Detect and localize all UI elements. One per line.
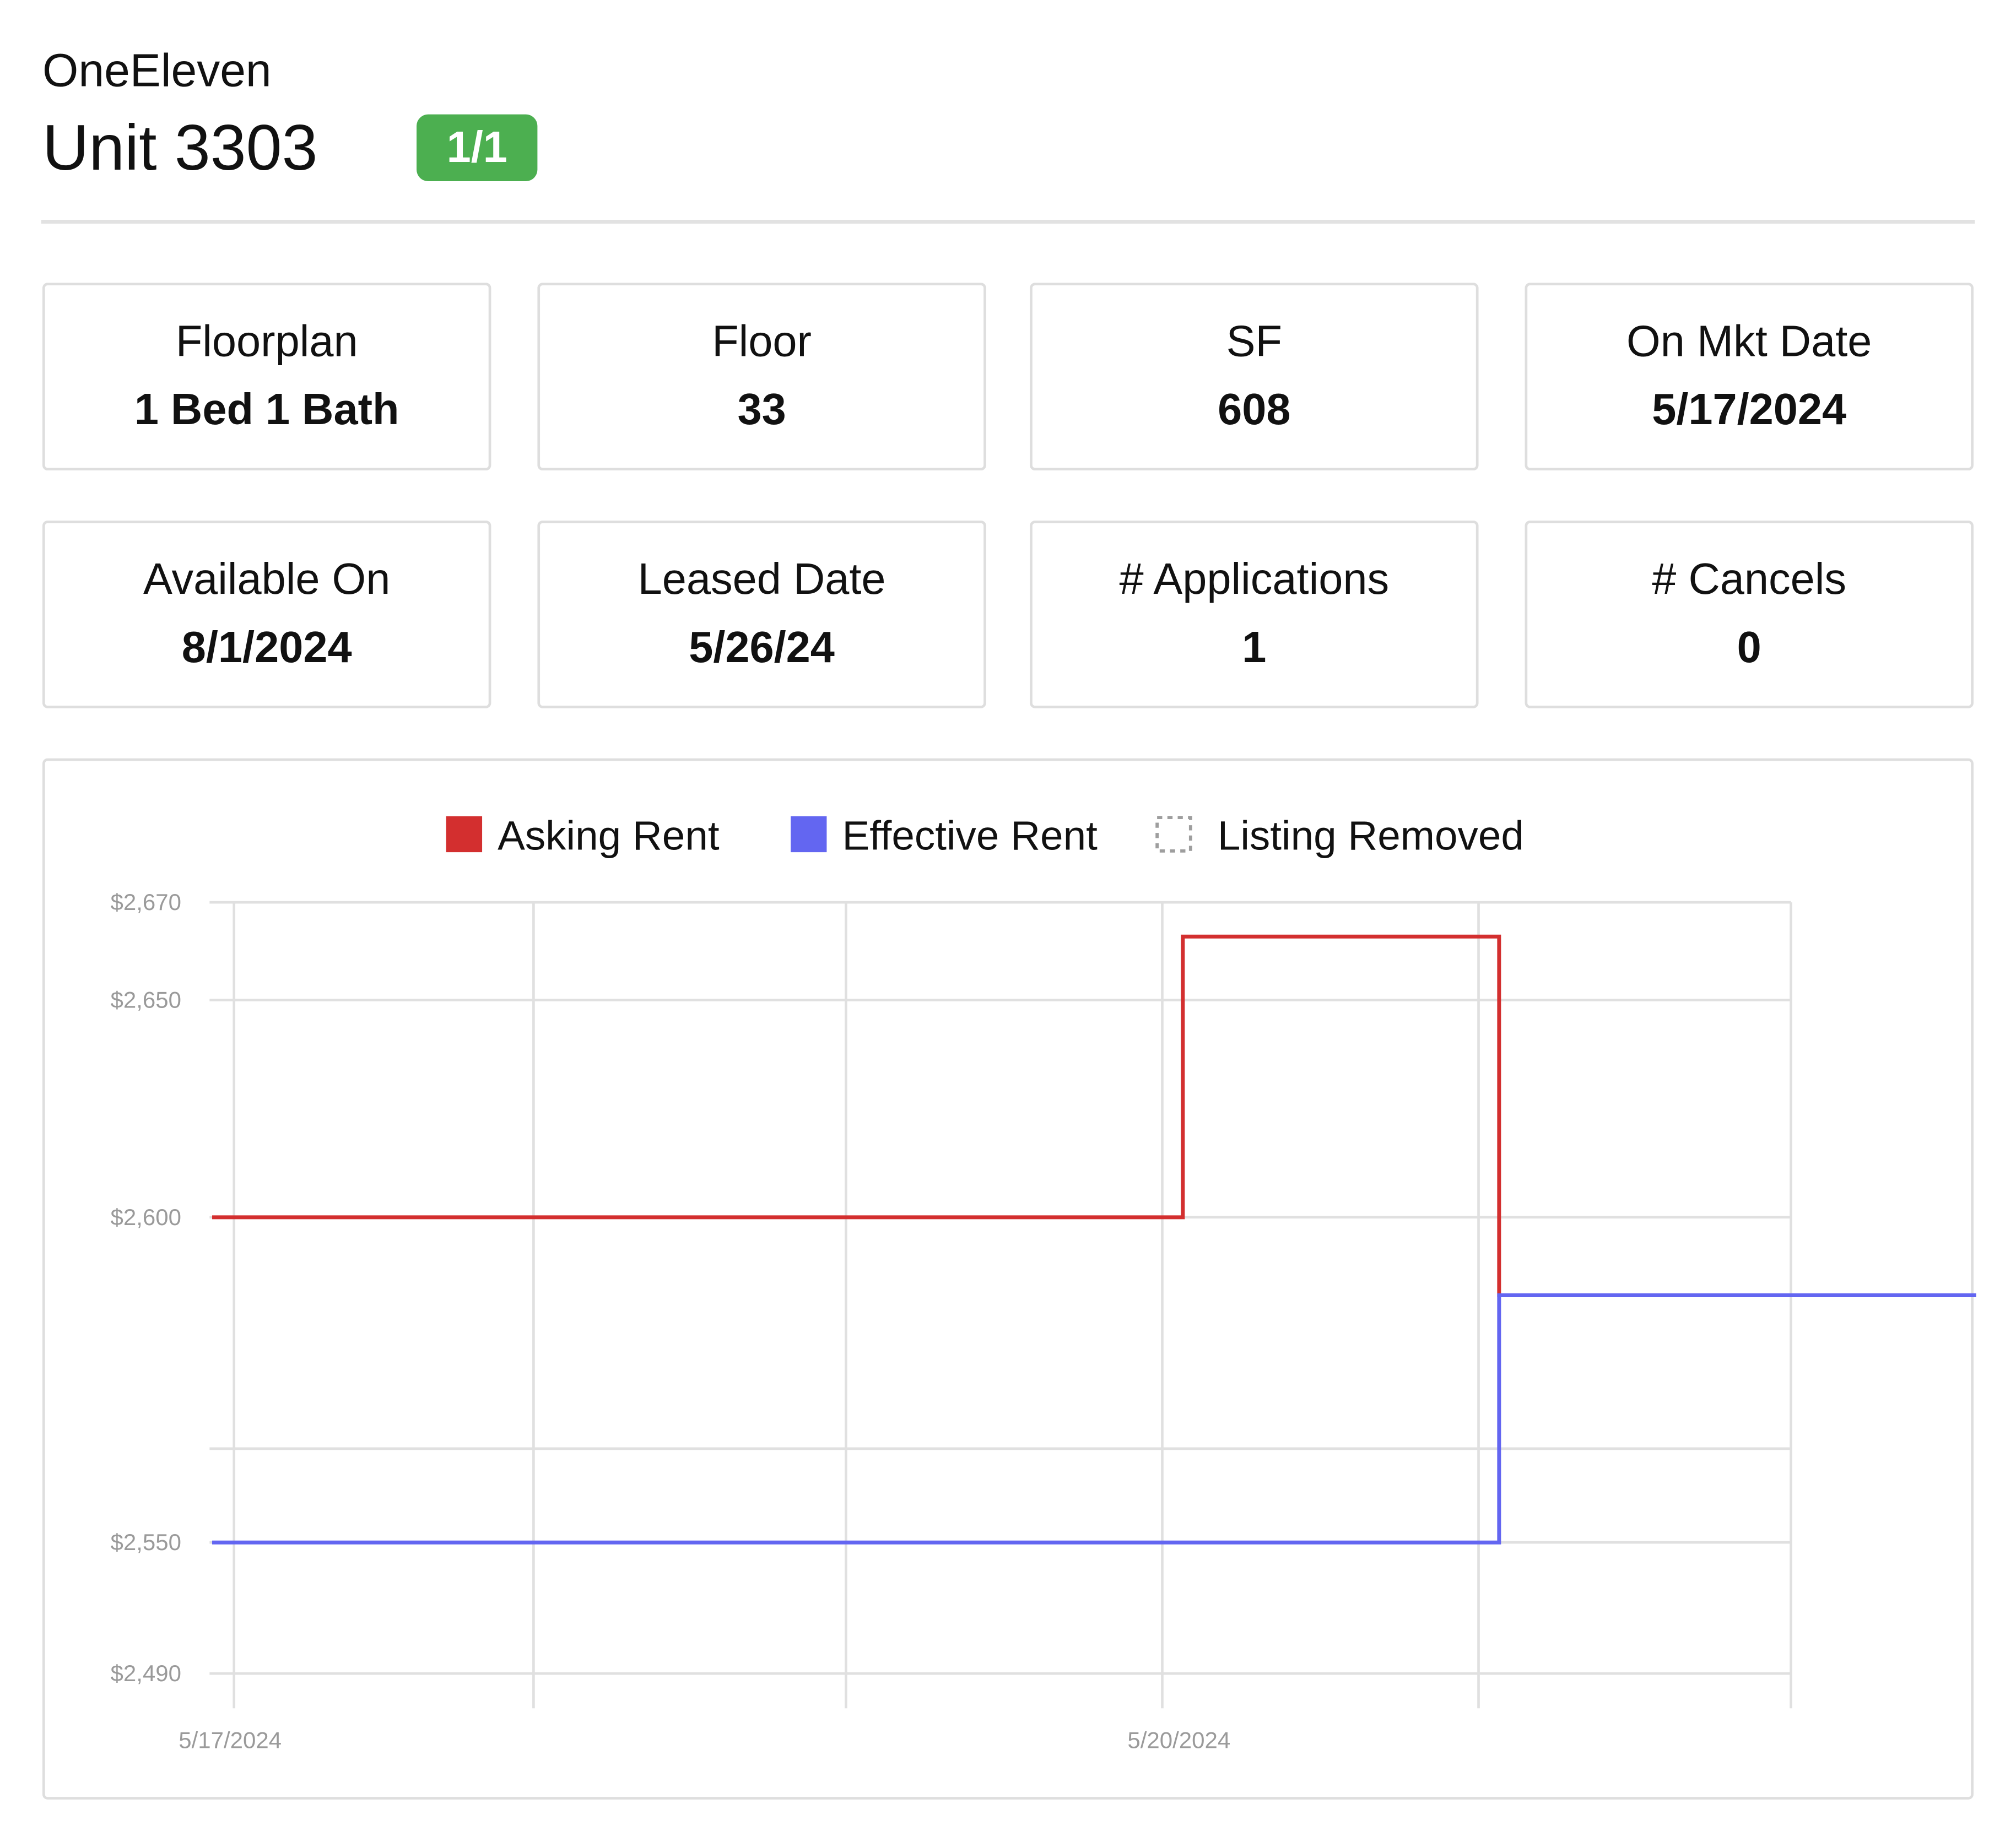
series-line-asking-rent [212, 934, 1976, 1298]
stat-card-leased-date: Leased Date 5/26/24 [537, 521, 986, 708]
y-tick-label: $2,490 [111, 1660, 181, 1686]
legend-swatch-asking-rent [446, 816, 483, 853]
building-name: OneEleven [42, 44, 272, 97]
legend-swatch-effective-rent [791, 816, 827, 853]
x-tick-label: 5/20/2024 [1127, 1727, 1230, 1753]
status-badge: 1/1 [417, 114, 538, 182]
legend-label-asking-rent: Asking Rent [498, 812, 720, 858]
y-tick-label: $2,600 [111, 1204, 181, 1230]
y-tick-label: $2,670 [111, 889, 181, 915]
stat-label: # Applications [1119, 555, 1390, 604]
stat-card-available-on: Available On 8/1/2024 [42, 521, 491, 708]
y-tick-label: $2,650 [111, 987, 181, 1012]
stat-label: Floorplan [175, 317, 358, 367]
stat-card-on-mkt-date: On Mkt Date 5/17/2024 [1525, 283, 1974, 471]
legend-label-listing-removed: Listing Removed [1218, 812, 1524, 858]
rent-history-chart: Asking Rent Effective Rent Listing Removed… [42, 758, 1976, 1800]
stat-label: # Cancels [1652, 555, 1847, 604]
unit-title: Unit 3303 [42, 112, 318, 184]
y-tick-label: $2,550 [111, 1529, 181, 1555]
stat-value: 1 [1242, 623, 1267, 673]
stat-label: Leased Date [637, 555, 886, 604]
stat-card-sf: SF 608 [1030, 283, 1479, 471]
header-divider [41, 220, 1975, 224]
stat-value: 1 Bed 1 Bath [134, 386, 399, 435]
stat-card-floor: Floor 33 [537, 283, 986, 471]
stat-card-floorplan: Floorplan 1 Bed 1 Bath [42, 283, 491, 471]
x-tick-label: 5/17/2024 [179, 1727, 282, 1753]
rent-chart-svg: Asking Rent Effective Rent Listing Removed… [111, 812, 1976, 1753]
stat-value: 5/17/2024 [1652, 386, 1847, 435]
stat-label: SF [1226, 317, 1283, 367]
stat-label: On Mkt Date [1626, 317, 1872, 367]
stat-label: Floor [712, 317, 812, 367]
stat-label: Available On [143, 555, 391, 604]
stat-value: 33 [737, 386, 786, 435]
legend-label-effective-rent: Effective Rent [842, 812, 1098, 858]
stat-card-applications: # Applications 1 [1030, 521, 1479, 708]
stat-value: 8/1/2024 [181, 623, 352, 673]
stat-value: 0 [1737, 623, 1761, 673]
series-line-effective-rent [212, 1293, 1976, 1545]
legend-swatch-listing-removed [1155, 816, 1192, 853]
stat-value: 5/26/24 [689, 623, 835, 673]
stat-value: 608 [1218, 386, 1291, 435]
stat-card-cancels: # Cancels 0 [1525, 521, 1974, 708]
